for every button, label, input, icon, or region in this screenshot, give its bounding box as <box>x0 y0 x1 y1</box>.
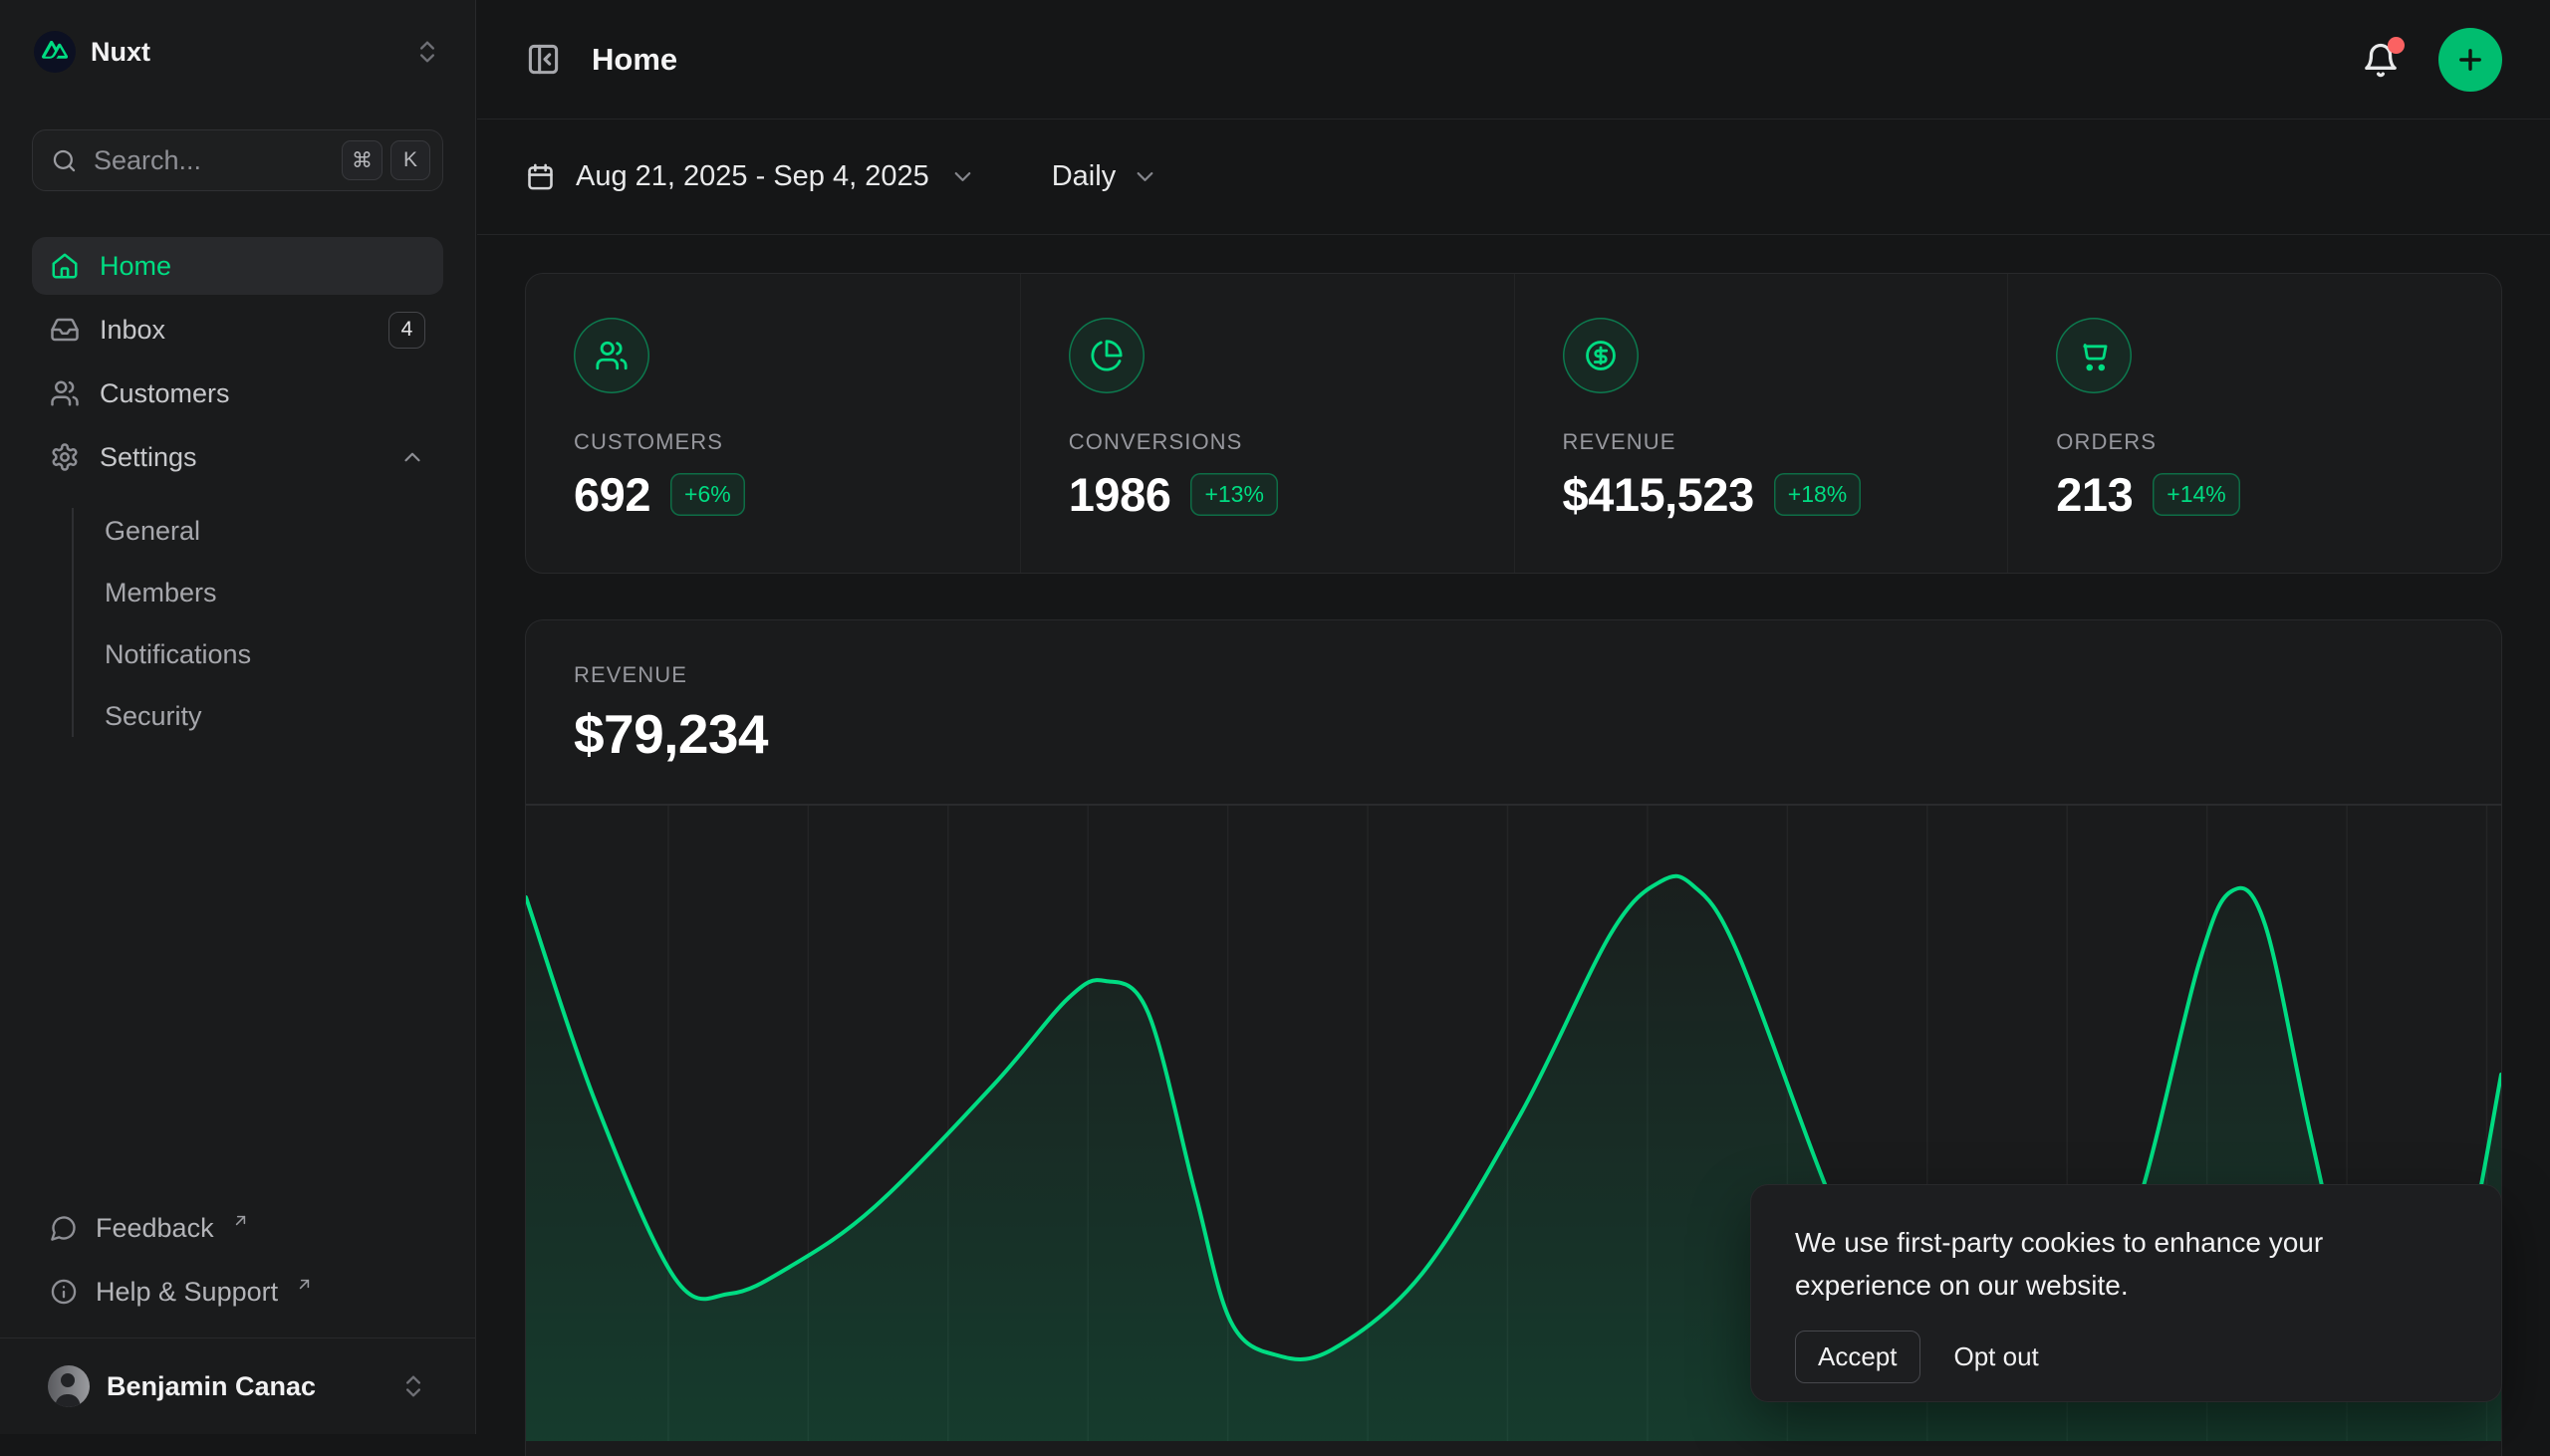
add-button[interactable] <box>2438 28 2502 92</box>
gear-icon <box>50 442 80 472</box>
pie-chart-icon <box>1090 339 1124 372</box>
info-circle-icon <box>50 1278 78 1306</box>
stat-icon-circle <box>1069 318 1145 393</box>
stat-icon-circle <box>1563 318 1639 393</box>
stat-delta-badge: +6% <box>670 473 745 516</box>
stats-row: CUSTOMERS 692 +6% CONVERSIONS 1986 +13% <box>525 273 2502 574</box>
cookie-message: We use first-party cookies to enhance yo… <box>1795 1221 2413 1307</box>
stat-icon-circle <box>2056 318 2132 393</box>
external-link-icon <box>232 1212 249 1229</box>
user-menu[interactable]: Benjamin Canac <box>32 1338 443 1434</box>
granularity-value: Daily <box>1052 160 1116 193</box>
inbox-count-badge: 4 <box>388 312 425 349</box>
sidebar-footer-links: Feedback Help & Support <box>32 1200 443 1337</box>
revenue-value: $79,234 <box>574 702 2453 766</box>
revenue-panel-header: REVENUE $79,234 <box>526 620 2501 766</box>
external-link-icon <box>296 1276 313 1293</box>
stat-delta-badge: +14% <box>2153 473 2239 516</box>
stat-label: CUSTOMERS <box>574 429 972 455</box>
cookie-actions: Accept Opt out <box>1795 1331 2457 1383</box>
user-avatar <box>48 1365 90 1407</box>
sidebar-item-help-support[interactable]: Help & Support <box>32 1264 443 1320</box>
users-icon <box>50 378 80 408</box>
page-title: Home <box>592 42 677 78</box>
workspace-name: Nuxt <box>91 37 398 68</box>
sidebar-item-label: Home <box>100 251 171 282</box>
nuxt-mountains-icon <box>42 39 68 65</box>
stat-card-revenue[interactable]: REVENUE $415,523 +18% <box>1514 274 2008 573</box>
inbox-icon <box>50 315 80 345</box>
stat-value: $415,523 <box>1563 467 1754 522</box>
sidebar: Nuxt Search... ⌘ K Home Inbox 4 Customer… <box>0 0 476 1434</box>
date-range-picker[interactable]: Aug 21, 2025 - Sep 4, 2025 <box>525 160 976 193</box>
nuxt-logo-icon <box>34 31 76 73</box>
stat-delta-badge: +13% <box>1190 473 1277 516</box>
stat-card-orders[interactable]: ORDERS 213 +14% <box>2007 274 2501 573</box>
kbd-cmd: ⌘ <box>342 140 382 180</box>
stat-card-customers[interactable]: CUSTOMERS 692 +6% <box>526 274 1020 573</box>
sidebar-item-notifications[interactable]: Notifications <box>32 623 443 685</box>
home-icon <box>50 251 80 281</box>
stat-delta-badge: +18% <box>1774 473 1861 516</box>
sidebar-item-general[interactable]: General <box>32 500 443 562</box>
shopping-cart-icon <box>2077 339 2111 372</box>
sidebar-item-label: Settings <box>100 442 197 473</box>
sidebar-item-security[interactable]: Security <box>32 685 443 747</box>
stat-label: CONVERSIONS <box>1069 429 1466 455</box>
collapse-sidebar-button[interactable] <box>525 41 562 78</box>
plus-icon <box>2453 43 2487 77</box>
chevron-down-icon <box>1132 163 1158 190</box>
stat-value: 1986 <box>1069 467 1171 522</box>
filters-toolbar: Aug 21, 2025 - Sep 4, 2025 Daily <box>477 120 2550 235</box>
sidebar-nav: Home Inbox 4 Customers Settings General … <box>32 237 443 747</box>
kbd-k: K <box>390 140 430 180</box>
message-bubble-icon <box>50 1214 78 1242</box>
stat-label: REVENUE <box>1563 429 1960 455</box>
search-shortcut: ⌘ K <box>342 140 430 180</box>
workspace-switcher[interactable]: Nuxt <box>32 30 443 74</box>
sidebar-spacer <box>32 747 443 1200</box>
cookie-banner: We use first-party cookies to enhance yo… <box>1750 1184 2502 1402</box>
users-icon <box>595 339 629 372</box>
revenue-label: REVENUE <box>574 662 2453 688</box>
granularity-select[interactable]: Daily <box>1052 160 1158 193</box>
notification-dot <box>2388 37 2405 54</box>
search-icon <box>51 147 78 174</box>
date-range-value: Aug 21, 2025 - Sep 4, 2025 <box>576 160 929 193</box>
page-header: Home <box>477 0 2550 120</box>
chevron-up-icon <box>399 444 425 470</box>
sidebar-item-inbox[interactable]: Inbox 4 <box>32 301 443 359</box>
stat-icon-circle <box>574 318 649 393</box>
sidebar-item-label: Feedback <box>96 1213 214 1244</box>
accept-cookies-button[interactable]: Accept <box>1795 1331 1920 1383</box>
search-placeholder: Search... <box>94 145 326 176</box>
user-name: Benjamin Canac <box>107 1371 382 1402</box>
panel-left-close-icon <box>525 41 562 78</box>
chevrons-up-down-icon <box>399 1372 427 1400</box>
sidebar-item-feedback[interactable]: Feedback <box>32 1200 443 1256</box>
sidebar-item-settings[interactable]: Settings <box>32 428 443 486</box>
sidebar-item-label: Customers <box>100 378 230 409</box>
sidebar-item-label: Inbox <box>100 315 165 346</box>
dollar-circle-icon <box>1584 339 1618 372</box>
settings-submenu: General Members Notifications Security <box>32 500 443 747</box>
chevrons-up-down-icon <box>413 38 441 66</box>
search-input[interactable]: Search... ⌘ K <box>32 129 443 191</box>
optout-cookies-button[interactable]: Opt out <box>1954 1341 2039 1372</box>
stat-label: ORDERS <box>2056 429 2453 455</box>
sidebar-item-members[interactable]: Members <box>32 562 443 623</box>
notifications-button[interactable] <box>2361 40 2401 80</box>
calendar-icon <box>525 161 556 192</box>
chevron-down-icon <box>949 163 976 190</box>
stat-value: 692 <box>574 467 650 522</box>
sidebar-item-home[interactable]: Home <box>32 237 443 295</box>
stat-card-conversions[interactable]: CONVERSIONS 1986 +13% <box>1020 274 1514 573</box>
sidebar-item-label: Help & Support <box>96 1277 278 1308</box>
sidebar-item-customers[interactable]: Customers <box>32 364 443 422</box>
stat-value: 213 <box>2056 467 2133 522</box>
